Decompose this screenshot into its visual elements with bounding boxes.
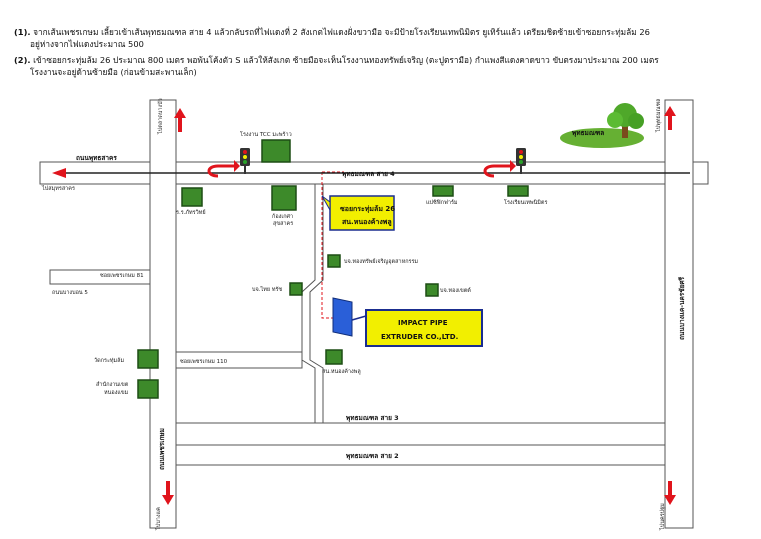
direction-1-number: (1).: [14, 27, 31, 37]
building-school-a: ร.ร.ภัทรวิทย์: [176, 187, 206, 216]
road-soi-26: [301, 184, 316, 423]
building-tcc: โรงงาน TCC มะพร้าว: [240, 130, 292, 163]
label-soi-110: ซอยเพชรเกษม 110: [180, 358, 228, 365]
direction-2: (2). เข้าซอยกระทุ่มล้ม 26 ประมาณ 800 เมต…: [14, 54, 659, 78]
svg-text:ก้องเกศา: ก้องเกศา: [272, 213, 293, 220]
svg-text:บจ.ทองเขตต์: บจ.ทองเขตต์: [440, 287, 471, 294]
direction-1: (1). จากเส้นเพชรเกษม เลี้ยวเข้าเส้นพุทธม…: [14, 26, 650, 50]
arrow-bottom-left: ไปบางแค: [155, 481, 174, 531]
label-phutthamonthon-3: พุทธมณฑล สาย 3: [346, 414, 399, 422]
impact-factory-building: [332, 297, 353, 337]
arrow-left-icon: [52, 168, 66, 178]
label-right-road: ถนนบางแค-นครชัยศรี: [678, 276, 686, 340]
building-thongsap: บจ.ทองทรัพย์เจริญอุตสาหกรรม: [327, 254, 418, 268]
building-wat: วัดกระทุ่มล้ม: [94, 349, 159, 369]
callout-impact-pipe: IMPACT PIPE EXTRUDER CO.,LTD.: [365, 309, 483, 347]
arrow-top-left: ไปตลาดบางบัว: [157, 98, 186, 135]
arrow-bottom-right: ไปนครปฐม: [659, 481, 676, 531]
direction-2-line1: เข้าซอยกระทุ่มล้ม 26 ประมาณ 800 เมตร พอพ…: [33, 55, 659, 65]
arrow-top-right: ไปพุทธมณฑล: [655, 98, 676, 133]
u-turn-icon: [483, 164, 510, 178]
label-phutthamonthon-2: พุทธมณฑล สาย 2: [346, 452, 399, 460]
building-phat: สน.หนองค้างพลู: [322, 349, 361, 375]
label-arrow-left: ไปสมุทรสาคร: [41, 185, 75, 192]
route-line: [321, 172, 333, 319]
svg-text:IMPACT PIPE: IMPACT PIPE: [398, 319, 448, 327]
svg-text:ไปตลาดบางบัว: ไปตลาดบางบัว: [157, 98, 164, 135]
svg-text:สุขสาคร: สุขสาคร: [273, 220, 293, 227]
direction-1-line1: จากเส้นเพชรเกษม เลี้ยวเข้าเส้นพุทธมณฑล ส…: [33, 27, 650, 37]
callout-soi: ซอยกระทุ่มล้ม 26 สน.หนองค้างพลู: [321, 195, 395, 231]
svg-text:ร.ร.ภัทรวิทย์: ร.ร.ภัทรวิทย์: [176, 209, 206, 216]
svg-text:ไปบางแค: ไปบางแค: [155, 507, 162, 531]
svg-text:ไปพุทธมณฑล: ไปพุทธมณฑล: [655, 98, 662, 133]
building-bj-a: บจ.ไทย ทรัช: [252, 282, 303, 296]
direction-1-line2: อยู่ห่างจากไฟแดงประมาณ 500: [30, 39, 144, 49]
arrow-up-icon: [664, 106, 676, 130]
building-tholsri: แปซิฟิกฟาร์ม: [426, 185, 458, 206]
svg-text:บจ.ไทย ทรัช: บจ.ไทย ทรัช: [252, 286, 282, 293]
svg-text:โรงงาน TCC มะพร้าว: โรงงาน TCC มะพร้าว: [240, 130, 292, 138]
building-hospital: ก้องเกศา สุขสาคร: [271, 185, 297, 227]
building-school-sign: โรงเรียนเทพนิมิตร: [504, 185, 547, 206]
svg-text:พุทธมณฑล: พุทธมณฑล: [572, 129, 604, 137]
svg-text:สำนักงานเขต: สำนักงานเขต: [96, 381, 129, 388]
label-phutthamonthon-4: พุทธมณฑล สาย 4: [342, 170, 395, 178]
svg-text:หนองแขม: หนองแขม: [104, 390, 129, 396]
building-bj-b: บจ.ทองเขตต์: [425, 283, 471, 297]
road-phutthamonthon-2-band: [175, 444, 666, 466]
label-soi-61: ซอยเพชรเกษม 81: [100, 272, 144, 279]
u-turn-icon: [207, 164, 234, 178]
direction-2-number: (2).: [14, 55, 31, 65]
label-phetkasem: ถนนเพชรเกษม: [158, 428, 166, 470]
arrow-down-icon: [162, 481, 174, 505]
svg-text:สน.หนองค้างพลู: สน.หนองค้างพลู: [322, 368, 361, 375]
svg-text:ไปนครปฐม: ไปนครปฐม: [659, 503, 666, 531]
svg-text:โรงเรียนเทพนิมิตร: โรงเรียนเทพนิมิตร: [504, 198, 547, 206]
label-top-road: ถนนพุทธสาคร: [76, 154, 117, 162]
label-soi-5: ถนนบางบอน 5: [52, 290, 88, 296]
svg-text:วัดกระทุ่มล้ม: วัดกระทุ่มล้ม: [94, 357, 125, 364]
traffic-light-2: [516, 148, 526, 174]
svg-text:สน.หนองค้างพลู: สน.หนองค้างพลู: [342, 217, 392, 227]
svg-text:EXTRUDER CO.,LTD.: EXTRUDER CO.,LTD.: [381, 333, 458, 341]
road-phutthamonthon-3: [175, 422, 666, 446]
building-office: สำนักงานเขต หนองแขม: [96, 379, 159, 399]
svg-text:แปซิฟิกฟาร์ม: แปซิฟิกฟาร์ม: [426, 199, 458, 206]
park-illustration: พุทธมณฑล: [560, 103, 644, 148]
arrow-down-icon: [664, 481, 676, 505]
svg-text:บจ.ทองทรัพย์เจริญอุตสาหกรรม: บจ.ทองทรัพย์เจริญอุตสาหกรรม: [344, 258, 418, 265]
arrow-up-icon: [174, 108, 186, 132]
road-soi-61: [49, 269, 151, 285]
traffic-light-1: [240, 148, 250, 174]
svg-text:ซอยกระทุ่มล้ม 26: ซอยกระทุ่มล้ม 26: [340, 204, 395, 213]
tree-icon: [622, 120, 628, 138]
direction-2-line2: โรงงานจะอยู่ด้านซ้ายมือ (ก่อนข้ามสะพานเล…: [30, 67, 197, 77]
